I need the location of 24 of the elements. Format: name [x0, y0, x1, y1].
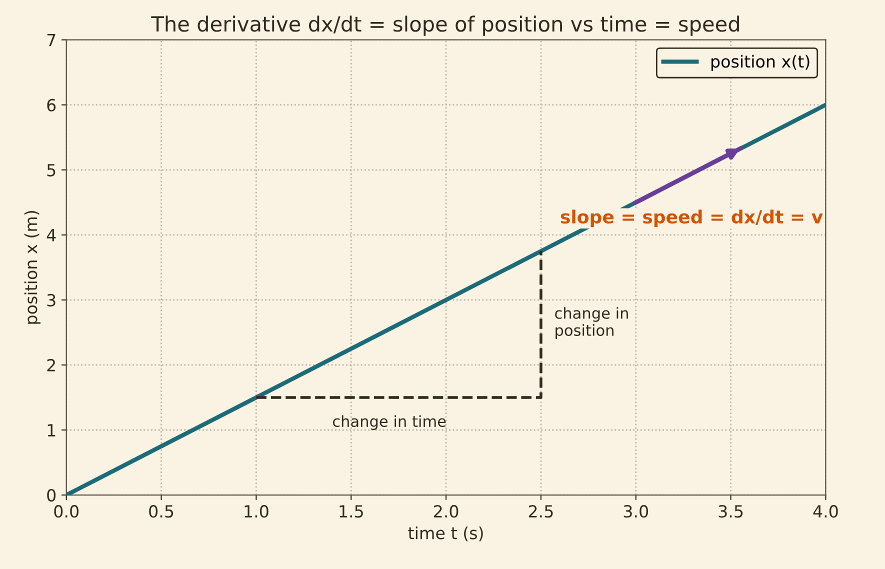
- x-tick-label: 2.0: [434, 505, 458, 518]
- x-tick-label: 0.0: [54, 505, 79, 518]
- annotation: slope = speed = dx/dt = v: [560, 210, 823, 228]
- x-tick-label: 1.0: [244, 505, 268, 518]
- y-tick-label: 1: [48, 424, 56, 436]
- x-tick-label: 0.5: [149, 505, 174, 518]
- x-tick-label: 4.0: [813, 505, 838, 518]
- y-tick-label: 3: [47, 294, 56, 307]
- x-tick-label: 3.0: [624, 505, 648, 518]
- x-tick-label: 1.5: [340, 505, 363, 518]
- y-tick-label: 6: [47, 98, 56, 112]
- y-tick-label: 4: [46, 229, 56, 242]
- annotation: change in time: [332, 415, 446, 430]
- chart-title: The derivative dx/dt = slope of position vs time = speed: [151, 16, 739, 36]
- y-axis-title: position x (m): [24, 211, 40, 324]
- y-tick-label: 5: [47, 164, 56, 176]
- y-tick-label: 2: [47, 358, 55, 372]
- y-tick-label: 0: [47, 488, 56, 502]
- x-tick-label: 3.5: [718, 505, 743, 518]
- legend-label: position x(t): [712, 54, 810, 71]
- y-tick-label: 7: [47, 34, 56, 46]
- x-tick-label: 2.5: [528, 505, 553, 518]
- annotation: change in position: [555, 307, 628, 339]
- x-axis-title: time t (s): [408, 526, 483, 542]
